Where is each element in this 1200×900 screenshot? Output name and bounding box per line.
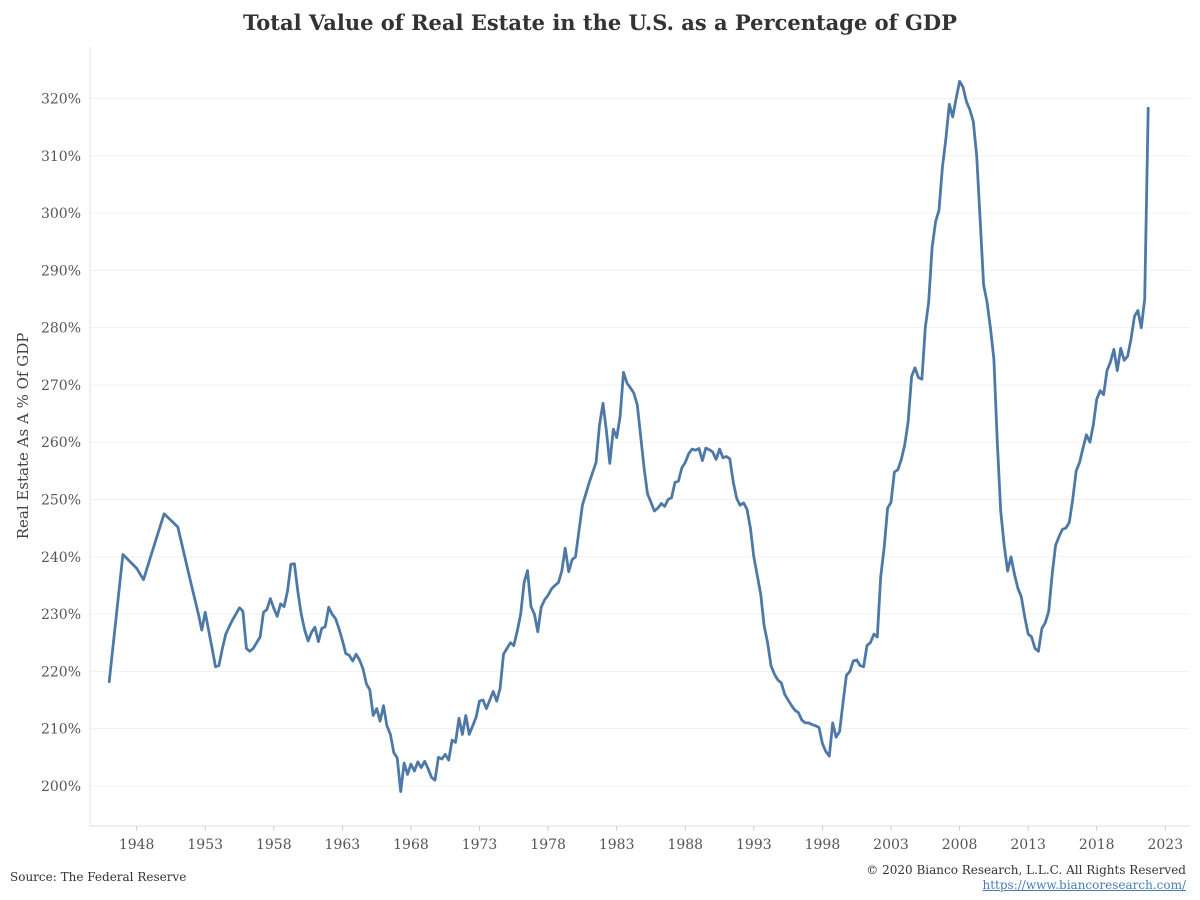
- x-tick-label: 2008: [942, 837, 978, 853]
- x-tick-label: 1973: [462, 837, 498, 853]
- x-tick-label: 2018: [1079, 837, 1115, 853]
- source-note: Source: The Federal Reserve: [10, 870, 187, 884]
- y-tick-label: 220%: [41, 664, 81, 680]
- x-tick-label: 2013: [1010, 837, 1046, 853]
- series-line: [107, 80, 1150, 793]
- x-tick-label: 2003: [873, 837, 909, 853]
- y-tick-label: 260%: [41, 435, 81, 451]
- y-tick-label: 250%: [41, 493, 81, 509]
- gridlines: [90, 98, 1190, 787]
- copyright-text: © 2020 Bianco Research, L.L.C. All Right…: [866, 863, 1186, 877]
- y-tick-label: 230%: [41, 607, 81, 623]
- y-axis-ticks: 200% 210% 220% 230% 240% 250% 260% 270% 280% 290%…: [41, 92, 81, 795]
- x-tick-label: 1968: [393, 837, 429, 853]
- chart-title: Total Value of Real Estate in the U.S. a…: [243, 10, 957, 35]
- x-tick-label: 1988: [667, 837, 703, 853]
- x-tick-label: 1993: [736, 837, 772, 853]
- x-tick-label: 1963: [325, 837, 361, 853]
- copyright-block: © 2020 Bianco Research, L.L.C. All Right…: [866, 863, 1186, 893]
- series-layer: [107, 80, 1150, 793]
- x-tick-label: 1998: [805, 837, 841, 853]
- y-tick-label: 320%: [41, 92, 81, 108]
- y-tick-label: 300%: [41, 206, 81, 222]
- y-tick-label: 290%: [41, 263, 81, 279]
- y-tick-label: 280%: [41, 321, 81, 337]
- x-tick-label: 1983: [599, 837, 635, 853]
- y-tick-label: 200%: [41, 779, 81, 795]
- x-tick-label: 1958: [256, 837, 292, 853]
- x-tick-label: 1978: [530, 837, 566, 853]
- y-axis-title: Real Estate As A % Of GDP: [14, 333, 32, 540]
- x-axis-ticks: 1948 1953 1958 1963 1968 1973 1978 1983 1988 1993…: [119, 826, 1183, 853]
- y-tick-label: 270%: [41, 378, 81, 394]
- y-tick-label: 210%: [41, 722, 81, 738]
- x-tick-label: 1948: [119, 837, 155, 853]
- x-tick-label: 1953: [187, 837, 223, 853]
- y-tick-label: 240%: [41, 550, 81, 566]
- x-tick-label: 2023: [1147, 837, 1183, 853]
- y-tick-label: 310%: [41, 149, 81, 165]
- website-link[interactable]: https://www.biancoresearch.com/: [982, 878, 1186, 892]
